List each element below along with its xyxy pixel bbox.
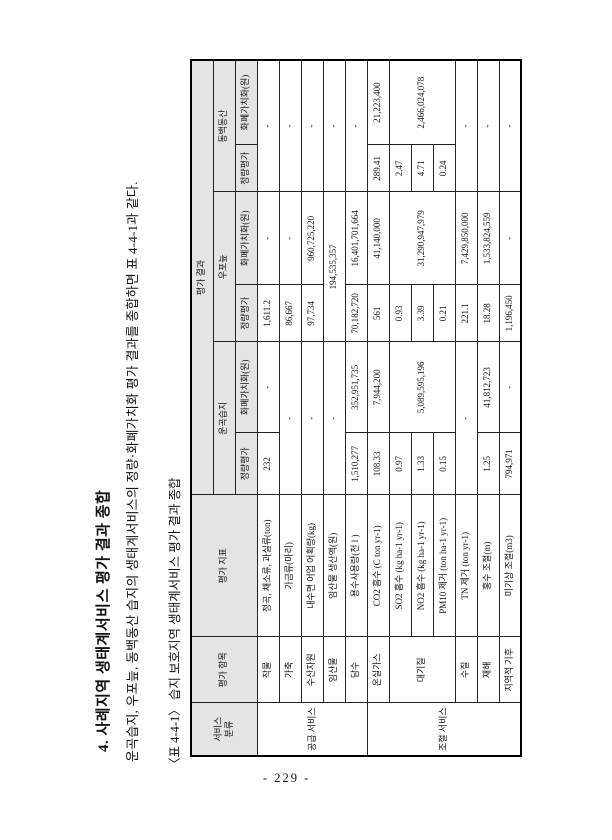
service-group-supply: 공급 서비스 bbox=[257, 702, 367, 756]
table-cell: - bbox=[279, 341, 301, 495]
table-cell: 221.1 bbox=[455, 284, 477, 342]
table-cell: 16,401,701,664 bbox=[345, 191, 367, 285]
table-cell: PM10 제거 (ton ha-1 yr-1) bbox=[433, 494, 455, 637]
header-indicator: 평가 지표 bbox=[191, 494, 257, 637]
table-cell: 지역적 기후 bbox=[499, 636, 521, 703]
table-cell: 3.39 bbox=[411, 284, 433, 342]
table-cell: 41,812,723 bbox=[477, 341, 499, 433]
table-cell: - bbox=[257, 341, 279, 433]
page-number: - 229 - bbox=[263, 771, 311, 785]
table-cell: 0.15 bbox=[433, 432, 455, 495]
table-cell: SO2 흡수 (kg ha-1 yr-1) bbox=[389, 494, 411, 637]
table-cell: 홍수 조절(m) bbox=[477, 494, 499, 637]
table-cell: 담수 bbox=[345, 636, 367, 703]
table-cell: 0.24 bbox=[433, 144, 455, 192]
table-cell: 352,951,735 bbox=[345, 341, 367, 433]
table-cell: - bbox=[323, 341, 345, 495]
table-cell: - bbox=[257, 59, 279, 192]
table-cell: 1,533,824,559 bbox=[477, 191, 499, 285]
header-service-class: 서비스 분류 bbox=[191, 702, 257, 756]
results-table: 서비스 분류 평가 항목 평가 지표 평가 결과 운곡습지 우포늪 동백동산 정… bbox=[190, 58, 522, 757]
table-cell: - bbox=[455, 59, 477, 192]
table-cell: 2.47 bbox=[389, 144, 411, 192]
table-cell: 70,182,720 bbox=[345, 284, 367, 342]
service-group-regulating: 조절 서비스 bbox=[367, 702, 521, 756]
table-cell: 7,429,850,000 bbox=[455, 191, 477, 285]
table-cell: 0.21 bbox=[433, 284, 455, 342]
table-cell: 1.33 bbox=[411, 432, 433, 495]
header-site-upo: 우포늪 bbox=[213, 191, 235, 342]
table-cell: 7,944,200 bbox=[367, 341, 389, 433]
table-cell: 4.71 bbox=[411, 144, 433, 192]
table-cell: 2,466,024,078 bbox=[389, 59, 455, 145]
header-quant-ungok: 정량평가 bbox=[235, 432, 257, 495]
table-cell: 194,535,357 bbox=[323, 191, 345, 342]
header-quant-dongbaek: 정량평가 bbox=[235, 144, 257, 192]
table-cell: 용수사용량(천 l ) bbox=[345, 494, 367, 637]
table-cell: NO2 흡수 (kg ha-1 yr-1) bbox=[411, 494, 433, 637]
table-cell: 1,611.2 bbox=[257, 284, 279, 342]
table-cell: 정곡, 채소류, 과실류(ton) bbox=[257, 494, 279, 637]
header-quant-upo: 정량평가 bbox=[235, 284, 257, 342]
table-cell: 97,734 bbox=[301, 284, 323, 342]
table-cell: - bbox=[499, 191, 521, 285]
table-cell: 수질 bbox=[455, 636, 477, 703]
table-cell: 108.33 bbox=[367, 432, 389, 495]
body-paragraph: 운곡습지, 우포늪, 동백동산 습지의 생태계서비스의 정량·화폐가치화 평가 … bbox=[125, 181, 140, 762]
table-cell: 수산자원 bbox=[301, 636, 323, 703]
table-cell: 미기상 조절(m3) bbox=[499, 494, 521, 637]
table-cell: - bbox=[323, 59, 345, 192]
table-cell: 0.97 bbox=[389, 432, 411, 495]
header-result-group: 평가 결과 bbox=[191, 59, 213, 495]
table-cell: 0.93 bbox=[389, 284, 411, 342]
table-cell: - bbox=[279, 59, 301, 192]
table-cell: 재해 bbox=[477, 636, 499, 703]
table-cell: - bbox=[455, 341, 477, 495]
table-cell: 960,725,220 bbox=[301, 191, 323, 285]
header-item: 평가 항목 bbox=[191, 636, 257, 703]
header-site-dongbaek: 동백동산 bbox=[213, 59, 235, 192]
header-money-upo: 화폐가치화(원) bbox=[235, 191, 257, 285]
table-cell: 18.28 bbox=[477, 284, 499, 342]
table-cell: 86,667 bbox=[279, 284, 301, 342]
table-cell: 1.25 bbox=[477, 432, 499, 495]
table-cell: - bbox=[499, 341, 521, 433]
table-cell: 289.41 bbox=[367, 144, 389, 192]
table-cell: - bbox=[345, 59, 367, 192]
table-cell: 가금류(마리) bbox=[279, 494, 301, 637]
table-cell: 임산물 bbox=[323, 636, 345, 703]
table-cell: - bbox=[279, 191, 301, 285]
table-cell: 1,510,277 bbox=[345, 432, 367, 495]
table-cell: 가축 bbox=[279, 636, 301, 703]
table-cell: 561 bbox=[367, 284, 389, 342]
table-cell: 1,196,450 bbox=[499, 284, 521, 342]
table-cell: 작물 bbox=[257, 636, 279, 703]
table-cell: - bbox=[301, 341, 323, 495]
table-cell: 794,971 bbox=[499, 432, 521, 495]
table-cell: 5,089,595,196 bbox=[389, 341, 455, 433]
table-cell: CO2 흡수 (C ton yr-1) bbox=[367, 494, 389, 637]
table-cell: - bbox=[257, 191, 279, 285]
table-cell: 내수면 어업 어획량(kg) bbox=[301, 494, 323, 637]
table-cell: 31,290,947,979 bbox=[389, 191, 455, 285]
table-cell: 대기질 bbox=[389, 636, 455, 703]
header-money-dongbaek: 화폐가치화(원) bbox=[235, 59, 257, 145]
page-title: 4. 사례지역 생태계서비스 평가 결과 종합 bbox=[96, 489, 112, 752]
table-cell: 온실가스 bbox=[367, 636, 389, 703]
table-cell: - bbox=[477, 59, 499, 192]
table-cell: 41,140,000 bbox=[367, 191, 389, 285]
table-cell: TN 제거 (ton yr-1) bbox=[455, 494, 477, 637]
table-cell: 232 bbox=[257, 432, 279, 495]
table-cell: 임산물 생산액(원) bbox=[323, 494, 345, 637]
table-cell: - bbox=[301, 59, 323, 192]
header-money-ungok: 화폐가치화(원) bbox=[235, 341, 257, 433]
table-cell: 21,223,400 bbox=[367, 59, 389, 145]
header-site-ungok: 운곡습지 bbox=[213, 341, 235, 495]
table-cell: - bbox=[499, 59, 521, 192]
table-caption: 〈표 4-4-1〉 습지 보호지역 생태계서비스 평가 결과 종합 bbox=[168, 477, 182, 770]
